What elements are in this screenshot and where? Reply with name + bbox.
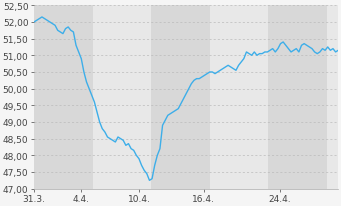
Bar [327,6,338,189]
Bar [268,6,327,189]
Bar [34,6,92,189]
Bar [92,6,151,189]
Bar [151,6,210,189]
Bar [210,6,268,189]
